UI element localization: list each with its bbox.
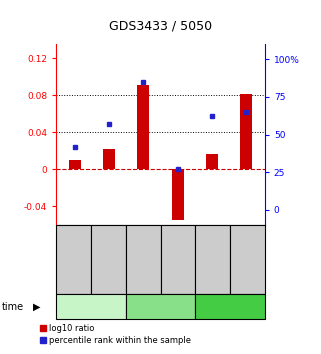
Bar	[206, 154, 218, 169]
Text: GSM120716: GSM120716	[244, 237, 250, 281]
Text: GDS3433 / 5050: GDS3433 / 5050	[109, 19, 212, 33]
Bar	[69, 160, 81, 169]
Text: 1 h: 1 h	[83, 302, 99, 312]
Text: time: time	[2, 302, 24, 312]
Bar	[240, 94, 252, 169]
Bar	[137, 85, 149, 169]
Text: GSM120708: GSM120708	[175, 237, 181, 281]
Text: GSM120715: GSM120715	[210, 237, 216, 281]
Text: GSM120711: GSM120711	[105, 237, 111, 281]
Legend: log10 ratio, percentile rank within the sample: log10 ratio, percentile rank within the …	[36, 321, 194, 348]
Bar	[172, 169, 184, 220]
Text: GSM120648: GSM120648	[140, 237, 146, 281]
Text: 4 h: 4 h	[153, 302, 168, 312]
Bar	[103, 149, 115, 169]
Text: 24 h: 24 h	[219, 302, 241, 312]
Text: ▶: ▶	[33, 302, 41, 312]
Text: GSM120710: GSM120710	[71, 237, 77, 281]
